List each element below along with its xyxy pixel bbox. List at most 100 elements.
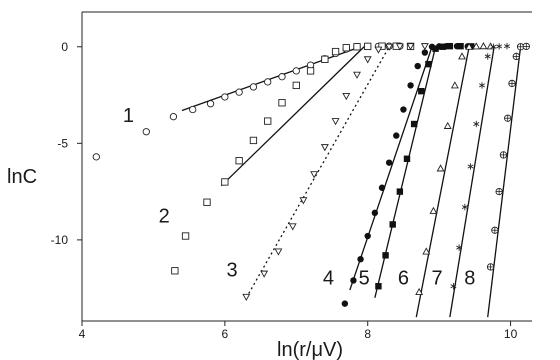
data-point (457, 42, 464, 50)
fit-line-2 (220, 46, 365, 187)
series-7 (450, 42, 510, 290)
data-point (321, 55, 329, 63)
data-point (490, 43, 497, 50)
data-point (320, 144, 329, 152)
fit-line-1 (181, 46, 361, 112)
data-point (403, 155, 411, 162)
fit-line-3 (245, 46, 390, 299)
series-5 (375, 42, 475, 290)
data-point (378, 184, 386, 191)
data-point (142, 128, 150, 136)
data-point (342, 92, 351, 101)
data-point (479, 42, 488, 50)
data-point (299, 197, 308, 205)
fit-line-6 (415, 46, 470, 318)
data-point (479, 82, 485, 89)
curve-label-1: 1 (123, 105, 134, 127)
data-point (495, 187, 503, 196)
data-point (288, 223, 297, 231)
data-point (396, 188, 404, 195)
fit-line-7 (449, 46, 495, 318)
data-point (420, 43, 429, 51)
curve-label-5: 5 (359, 267, 370, 289)
data-point (410, 120, 418, 128)
series-3 (242, 43, 429, 301)
data-point (504, 114, 512, 122)
data-point (306, 67, 315, 75)
data-point (385, 43, 394, 51)
y-tick-label: -10 (51, 233, 69, 247)
data-point (439, 43, 446, 50)
data-point (468, 43, 475, 50)
data-point (331, 118, 340, 126)
x-axis-label: ln(r/μV) (277, 339, 343, 360)
data-point (467, 163, 474, 170)
data-point (395, 43, 404, 51)
data-point (429, 206, 438, 214)
y-axis-label: lnC (7, 166, 37, 188)
fit-line-8 (487, 46, 522, 318)
data-point (350, 277, 357, 284)
data-point (491, 226, 499, 234)
series-6 (415, 42, 495, 296)
data-point (499, 151, 508, 159)
data-point (278, 99, 286, 107)
data-point (221, 178, 229, 186)
data-point (393, 132, 400, 139)
data-point (342, 44, 350, 52)
data-point (418, 87, 425, 95)
curve-label-4: 4 (323, 267, 334, 289)
data-point (341, 300, 349, 307)
data-point (407, 82, 414, 89)
data-point (375, 283, 382, 290)
curve-label-7: 7 (431, 267, 442, 289)
fit-line-4 (349, 46, 433, 291)
data-point (450, 81, 459, 89)
y-tick-label: -5 (57, 136, 68, 150)
data-point (274, 248, 283, 256)
data-point (92, 153, 100, 161)
data-point (331, 47, 340, 56)
plot-frame (81, 11, 532, 322)
curve-labels: 1 2 3 4 5 6 7 8 (123, 105, 476, 289)
data-point (310, 171, 319, 179)
curve-label-3: 3 (226, 260, 237, 282)
data-point (235, 88, 243, 96)
series-1 (92, 42, 404, 161)
data-point (260, 270, 269, 278)
data-point (473, 120, 480, 128)
data-point (249, 83, 258, 91)
data-point (508, 79, 516, 88)
data-point (504, 42, 510, 50)
data-point (189, 105, 197, 114)
data-point (378, 42, 386, 50)
data-point (486, 263, 495, 271)
data-point (406, 43, 415, 51)
data-point (278, 73, 286, 81)
data-point (465, 42, 474, 50)
data-point (242, 293, 251, 301)
curve-label-8: 8 (464, 267, 475, 289)
data-point (374, 46, 383, 54)
data-point (512, 52, 520, 61)
x-tick-label: 6 (222, 327, 229, 341)
data-point (203, 198, 211, 206)
curve-label-2: 2 (159, 206, 170, 228)
fit-line-5 (374, 46, 437, 298)
data-point (382, 252, 389, 259)
data-point (421, 49, 429, 56)
data-point (443, 121, 452, 129)
data-point (169, 113, 178, 121)
data-point (458, 52, 466, 60)
data-point (357, 256, 364, 263)
data-point (371, 209, 379, 217)
data-points (92, 42, 530, 307)
curve-label-6: 6 (398, 267, 409, 289)
data-point (206, 100, 215, 108)
data-point (235, 157, 243, 165)
data-point (522, 42, 530, 51)
data-point (432, 45, 439, 52)
data-point (422, 247, 431, 255)
data-point (353, 43, 361, 51)
data-point (425, 60, 432, 68)
